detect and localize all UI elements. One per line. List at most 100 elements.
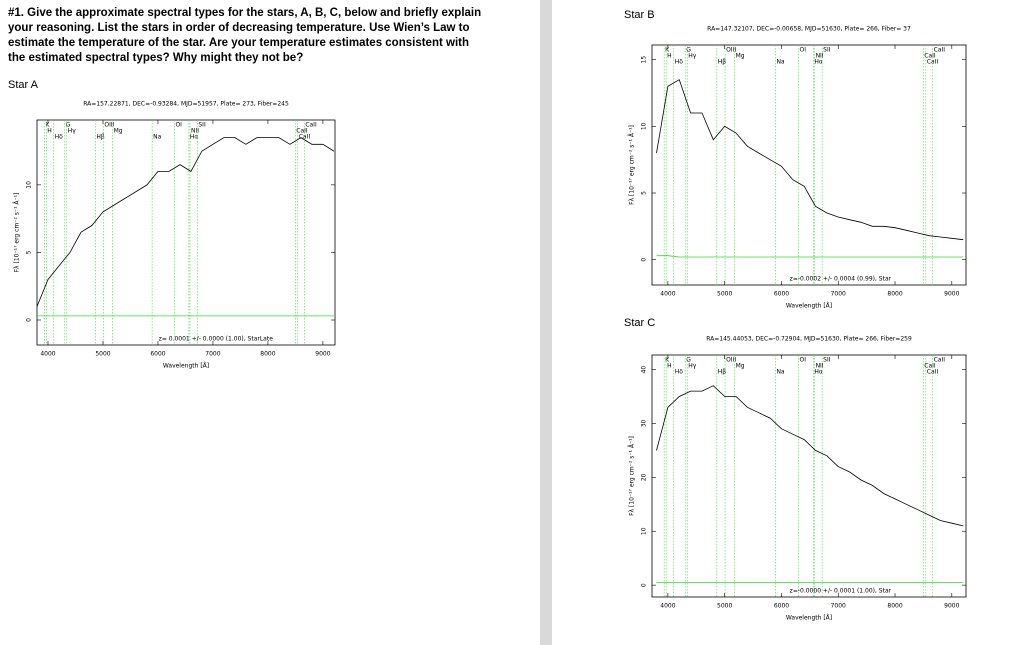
reference-line-label: Mg — [736, 363, 745, 370]
y-tick-label: 10 — [641, 527, 648, 535]
reference-line-label: CaII — [927, 369, 939, 376]
x-tick-label: 4000 — [40, 351, 55, 358]
reference-line-label: OIII — [726, 357, 736, 364]
x-tick-label: 5000 — [717, 603, 732, 610]
reference-line-label: NII — [816, 363, 824, 370]
y-tick-label: 0 — [641, 258, 648, 262]
reference-line-label: OI — [799, 47, 806, 54]
reference-line-label: SII — [198, 122, 206, 129]
y-axis-label: Fλ [10⁻¹⁷ erg cm⁻² s⁻¹ Å⁻¹] — [629, 125, 636, 205]
y-tick-label: 5 — [26, 250, 33, 254]
y-tick-label: 5 — [641, 191, 648, 195]
x-tick-label: 4000 — [660, 291, 675, 298]
reference-line-label: Mg — [114, 128, 123, 135]
reference-line-label: Na — [776, 369, 784, 376]
reference-line-label: G — [66, 122, 71, 129]
x-axis-label: Wavelength [Å] — [786, 615, 832, 622]
y-axis-label: Fλ [10⁻¹⁷ erg cm⁻² s⁻¹ Å⁻¹] — [629, 436, 636, 516]
x-tick-label: 5000 — [717, 291, 732, 298]
reference-line-label: Hδ — [675, 369, 684, 376]
reference-line-label: CaII — [934, 357, 946, 364]
y-tick-label: 15 — [641, 56, 648, 64]
x-tick-label: 7000 — [831, 291, 846, 298]
chart-heading: Star A — [8, 79, 39, 91]
divider — [540, 0, 552, 645]
reference-line-label: CaII — [927, 59, 939, 66]
x-tick-label: 9000 — [315, 351, 330, 358]
reference-line-label: Hδ — [55, 134, 64, 141]
reference-line-label: Hγ — [68, 128, 77, 135]
reference-line-label: CaII — [924, 53, 936, 60]
reference-line-label: Hα — [814, 369, 823, 376]
reference-line-label: CaII — [299, 134, 311, 141]
x-axis-label: Wavelength [Å] — [163, 363, 209, 370]
chart-title: RA=147.32107, DEC=-0.00658, MJD=51630, P… — [707, 26, 911, 33]
spectrum-line — [656, 255, 964, 258]
spectrum-line — [656, 79, 964, 241]
reference-line-label: Hα — [814, 59, 823, 66]
reference-line-label: OI — [175, 122, 182, 129]
reference-line-label: Hγ — [688, 363, 697, 370]
spectrum-line — [656, 385, 964, 527]
reference-line-label: SII — [823, 357, 831, 364]
spectrum-line — [36, 137, 335, 307]
y-tick-label: 0 — [26, 318, 33, 322]
reference-line-label: OIII — [726, 47, 736, 54]
reference-line-label: CaII — [924, 363, 936, 370]
chart-title: RA=157.22871, DEC=-0.93284, MJD=51957, P… — [83, 101, 289, 108]
reference-line-label: Hβ — [718, 369, 727, 376]
x-tick-label: 9000 — [944, 603, 959, 610]
question: #1. Give the approximate spectral types … — [8, 7, 482, 64]
redshift-annotation: z=-0.0000 +/- 0.0001 (1.00), Star — [790, 588, 892, 595]
x-axis-label: Wavelength [Å] — [786, 303, 832, 310]
reference-line-label: G — [686, 357, 691, 364]
plot-frame — [651, 44, 967, 286]
reference-line-label: SII — [823, 47, 831, 54]
x-tick-label: 6000 — [150, 351, 165, 358]
y-tick-label: 10 — [26, 181, 33, 189]
x-tick-label: 6000 — [774, 291, 789, 298]
reference-line-label: H — [667, 363, 672, 370]
x-tick-label: 8000 — [887, 603, 902, 610]
reference-line-label: K — [665, 357, 670, 364]
reference-line-label: OIII — [104, 122, 114, 129]
reference-line-label: H — [47, 128, 52, 135]
y-tick-label: 30 — [641, 419, 648, 427]
reference-line-label: CaII — [296, 128, 308, 135]
reference-line-label: CaII — [305, 122, 317, 129]
x-tick-label: 7000 — [831, 603, 846, 610]
reference-line-label: NII — [191, 128, 199, 135]
x-tick-label: 6000 — [774, 603, 789, 610]
reference-line-label: Na — [776, 59, 784, 66]
y-axis-label: Fλ [10⁻¹⁷ erg cm⁻² s⁻¹ Å⁻¹] — [14, 193, 21, 273]
y-tick-label: 10 — [641, 122, 648, 130]
reference-line-label: NII — [816, 53, 824, 60]
y-tick-label: 40 — [641, 366, 648, 374]
reference-line-label: K — [45, 122, 50, 129]
reference-line-label: G — [686, 47, 691, 54]
x-tick-label: 5000 — [95, 351, 110, 358]
redshift-annotation: z= 0.0001 +/- 0.0000 (1.00), StarLate — [159, 336, 274, 343]
plot-frame — [651, 354, 967, 598]
x-tick-label: 9000 — [944, 291, 959, 298]
chart-title: RA=145.44053, DEC=-0.72904, MJD=51630, P… — [706, 336, 912, 343]
x-tick-label: 7000 — [205, 351, 220, 358]
y-tick-label: 0 — [641, 583, 648, 587]
plot-frame — [36, 119, 336, 346]
redshift-annotation: z=-0.0002 +/- 0.0004 (0.99), Star — [790, 276, 892, 283]
reference-line-label: OI — [799, 357, 806, 364]
y-tick-label: 20 — [641, 473, 648, 481]
x-tick-label: 8000 — [260, 351, 275, 358]
reference-line-label: CaII — [934, 47, 946, 54]
chart-heading: Star B — [624, 9, 655, 21]
chart-heading: Star C — [624, 317, 655, 329]
x-tick-label: 4000 — [660, 603, 675, 610]
reference-line-label: Hδ — [675, 59, 684, 66]
reference-line-label: H — [667, 53, 672, 60]
x-tick-label: 8000 — [887, 291, 902, 298]
reference-line-label: Hβ — [718, 59, 727, 66]
reference-line-label: Hβ — [96, 134, 105, 141]
reference-line-label: Na — [153, 134, 161, 141]
